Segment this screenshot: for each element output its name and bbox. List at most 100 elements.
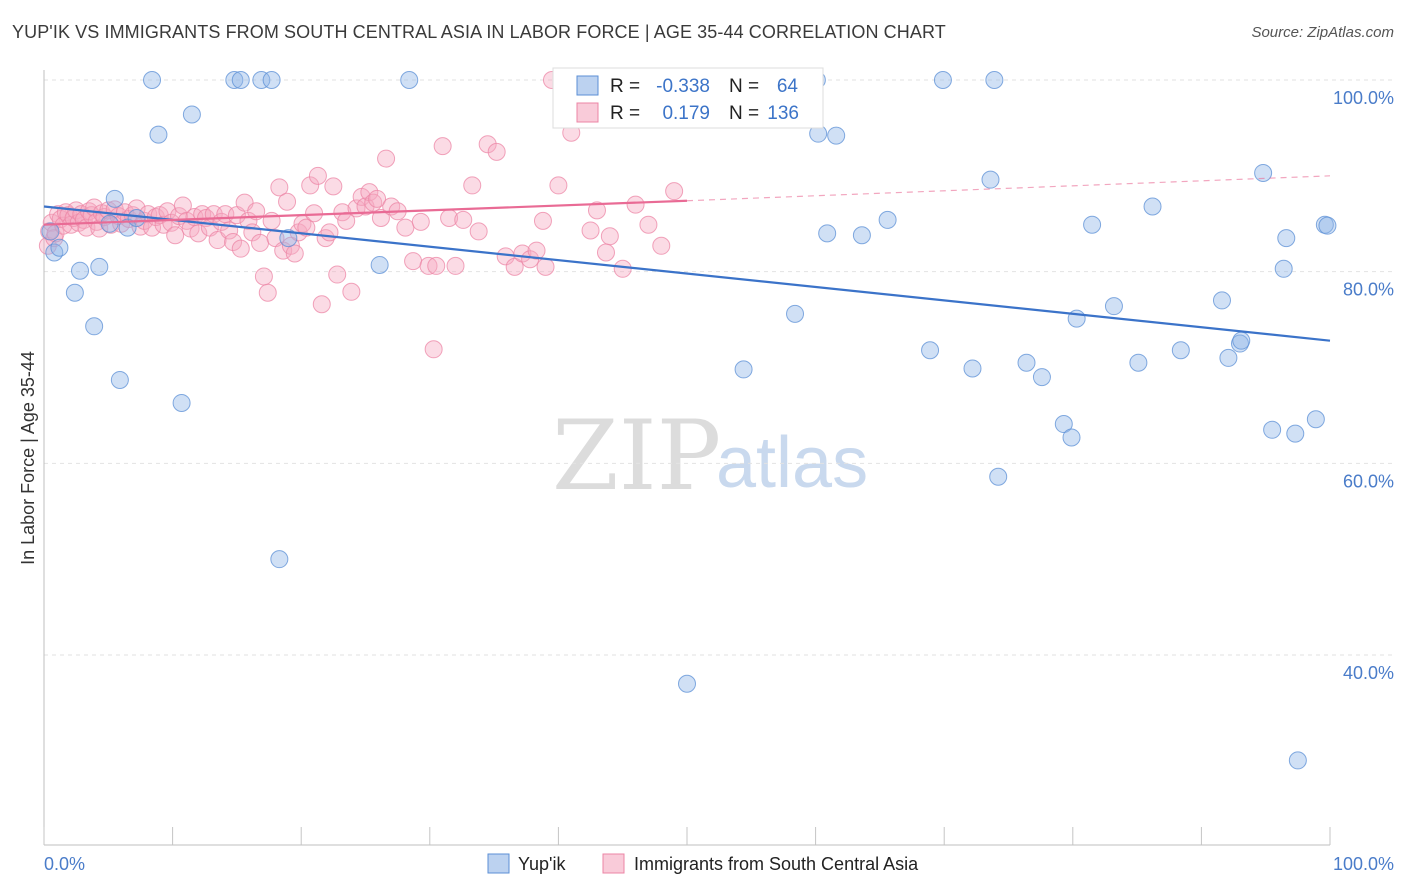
data-point [285, 244, 304, 263]
data-point [173, 196, 192, 215]
data-point [419, 256, 438, 275]
data-point [368, 189, 387, 208]
data-point [254, 267, 273, 286]
stats-r-value-yupik: -0.338 [656, 76, 710, 97]
data-point [396, 218, 415, 237]
data-point [549, 176, 568, 195]
data-point [454, 210, 473, 229]
data-point [469, 222, 488, 241]
y-tick-label: 60.0% [1343, 471, 1394, 491]
data-point [1129, 353, 1148, 372]
x-ticks [43, 827, 1331, 845]
data-point [301, 176, 320, 195]
stats-swatch-yupik [576, 75, 599, 96]
data-point [231, 239, 250, 258]
y-tick-label: 100.0% [1333, 88, 1394, 108]
data-point [1288, 751, 1307, 770]
data-point [734, 360, 753, 379]
trend-line [43, 199, 688, 226]
data-point [377, 149, 396, 168]
stats-n-value-yupik: 64 [777, 76, 799, 97]
data-point [279, 229, 298, 248]
data-point [1306, 410, 1325, 429]
data-point [818, 224, 837, 243]
stats-n-label: N = [729, 103, 759, 124]
data-point [71, 261, 90, 280]
data-point [105, 189, 124, 208]
data-point [581, 221, 600, 240]
data-point [41, 222, 60, 241]
stats-r-label: R = [610, 76, 640, 97]
data-point [626, 195, 645, 214]
data-point [852, 226, 871, 245]
data-point [1274, 259, 1293, 278]
data-point [639, 215, 658, 234]
data-point [370, 255, 389, 274]
data-point [678, 674, 696, 693]
data-point [49, 205, 68, 224]
y-tick-labels: 40.0% 60.0% 80.0% 100.0% [1333, 88, 1394, 683]
data-point [527, 241, 546, 260]
data-point [827, 126, 846, 145]
data-point [172, 393, 191, 412]
data-point [342, 282, 361, 301]
stats-swatch-immigrants [576, 102, 599, 123]
legend: Yup'ik Immigrants from South Central Asi… [487, 853, 919, 874]
legend-label-yupik: Yup'ik [518, 854, 566, 874]
x-tick-label-min: 0.0% [44, 854, 85, 874]
data-point [427, 256, 446, 275]
data-point [1083, 215, 1102, 234]
data-point [90, 257, 109, 276]
data-point [149, 125, 168, 144]
data-point [360, 183, 379, 202]
trend-lines [43, 175, 1331, 342]
data-point [110, 370, 129, 389]
data-point [224, 232, 243, 251]
trend-line [43, 205, 1331, 342]
data-point [786, 304, 805, 323]
data-point [587, 201, 606, 220]
trend-line-extension [686, 175, 1331, 202]
x-tick-label-max: 100.0% [1333, 854, 1394, 874]
data-point [665, 182, 684, 201]
data-point [45, 243, 64, 262]
data-point [262, 71, 281, 89]
data-point [297, 218, 316, 237]
y-tick-label: 80.0% [1343, 280, 1394, 300]
data-point [963, 359, 982, 378]
data-point [487, 142, 506, 161]
data-point [166, 226, 185, 245]
source-credit: Source: ZipAtlas.com [1251, 24, 1394, 41]
data-point [446, 256, 465, 275]
data-point [533, 211, 552, 230]
data-point [251, 233, 270, 252]
y-tick-label: 40.0% [1343, 663, 1394, 683]
data-point [463, 176, 482, 195]
data-point [1318, 216, 1337, 235]
data-point [921, 341, 940, 360]
data-point [1263, 420, 1282, 439]
data-point [270, 550, 289, 569]
data-point [1017, 353, 1036, 372]
data-point [278, 192, 297, 211]
data-point [328, 265, 347, 284]
data-point [90, 219, 109, 238]
legend-label-immigrants: Immigrants from South Central Asia [634, 854, 919, 874]
data-point [596, 243, 615, 262]
data-point [258, 283, 277, 302]
data-point [536, 257, 555, 276]
stats-n-value-immigrants: 136 [767, 103, 799, 124]
data-point [613, 259, 632, 278]
data-point [127, 209, 146, 227]
data-point [50, 238, 69, 257]
data-point [208, 231, 227, 250]
data-point [231, 71, 250, 89]
gridlines [44, 79, 1394, 656]
data-point [981, 170, 1000, 189]
data-point [252, 71, 271, 89]
data-point [652, 236, 671, 255]
data-point [1054, 415, 1073, 434]
data-point [1219, 348, 1238, 367]
data-point [189, 224, 208, 243]
